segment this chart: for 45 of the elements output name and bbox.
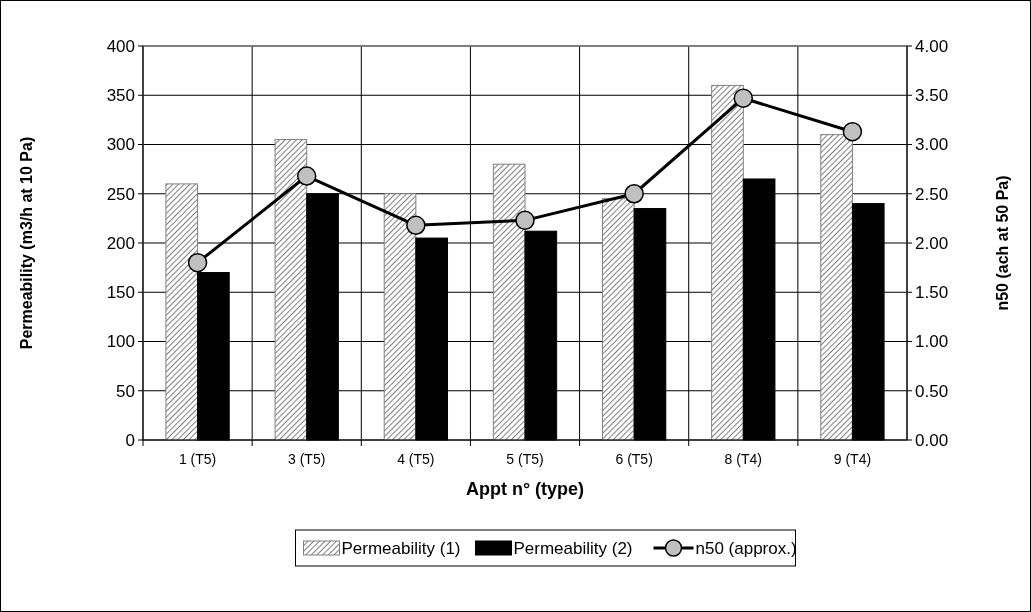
legend-label: Permeability (2) [513,538,633,558]
y-tick-label: 100 [106,332,135,352]
bar [601,198,635,441]
bar [820,134,853,441]
x-axis-title: Appt n° (type) [465,479,585,499]
x-tick-label: 3 (T5) [288,451,326,467]
point [406,215,426,236]
y-tick-label: 400 [106,36,135,56]
point [624,184,644,204]
y2-axis-title: n50 (ach at 50 Pa) [994,175,1011,311]
y2-tick-label: 0.50 [915,381,949,401]
x-tick-label: 4 (T5) [397,451,435,467]
y-tick-label: 150 [106,283,135,303]
y2-tick-label: 2.00 [915,233,949,253]
y2-tick-label: 3.00 [915,135,949,155]
y2-tick-label: 0.00 [915,430,949,450]
y2-tick-label: 4.00 [915,36,949,56]
bar [383,193,417,441]
y-axis-title: Permeability (m3/h at 10 Pa) [18,136,35,350]
x-tick-label: 5 (T5) [506,451,544,467]
y-tick-label: 350 [106,86,135,106]
point [515,210,535,231]
bar [274,139,308,441]
x-tick-label: 6 (T5) [615,451,653,467]
y-tick-label: 0 [125,430,135,450]
x-tick-label: 1 (T5) [178,451,217,467]
y-tick-label: 200 [106,233,135,253]
y2-tick-label: 1.50 [915,283,949,303]
point [187,252,208,273]
y-tick-label: 300 [106,135,135,155]
legend-label: n50 (approx.) [695,538,797,558]
point [733,88,754,108]
y-tick-label: 250 [106,184,135,204]
x-tick-label: 8 (T4) [724,451,762,467]
bar [711,84,744,441]
y2-tick-label: 1.00 [915,332,949,352]
x-tick-label: 9 (T4) [833,451,872,467]
bar [492,163,526,441]
point [296,166,317,186]
y2-tick-label: 2.50 [915,184,949,204]
bar [165,183,199,441]
y-tick-label: 50 [116,381,135,401]
y2-tick-label: 3.50 [915,86,949,106]
legend-label: Permeability (1) [341,538,461,558]
point [842,121,863,142]
